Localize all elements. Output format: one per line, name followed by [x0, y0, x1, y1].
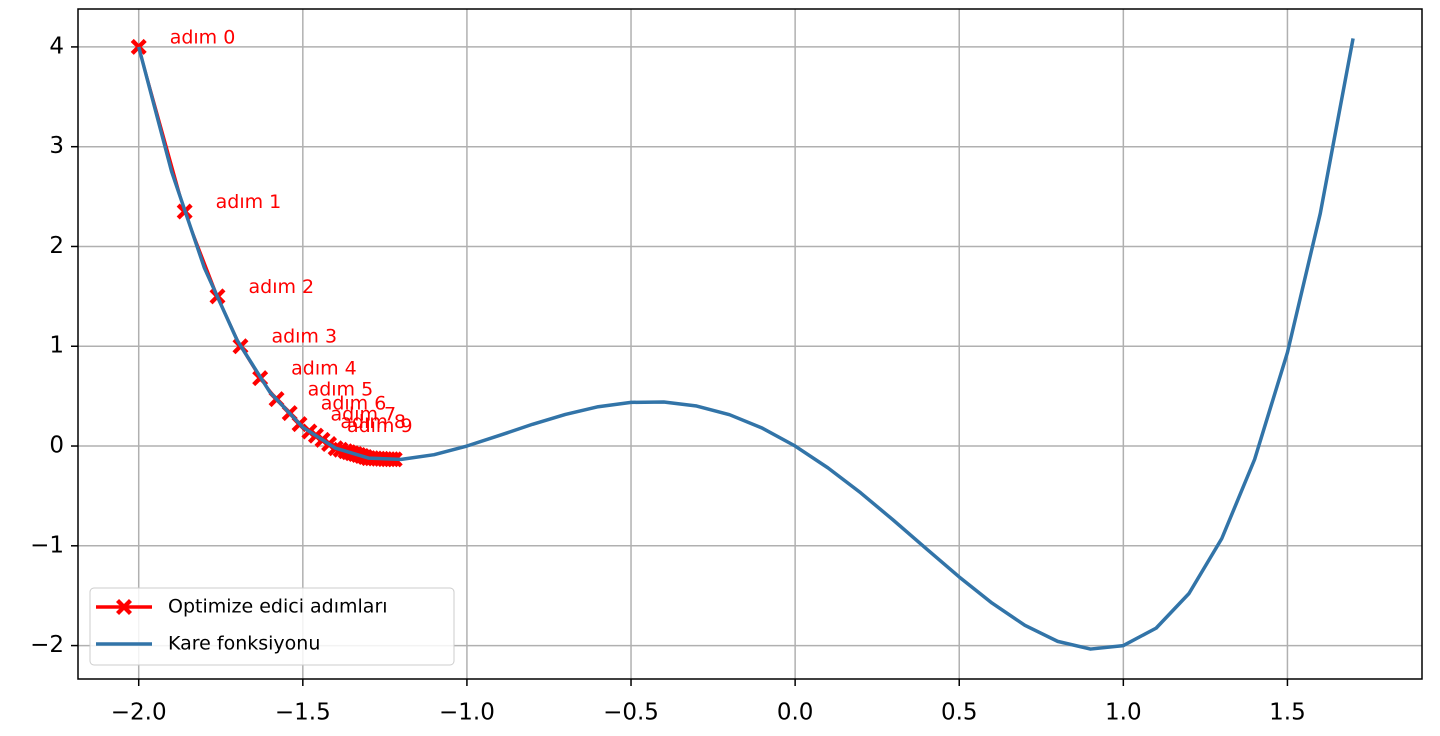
grid: [78, 9, 1422, 679]
annotation: adım 4: [291, 358, 357, 380]
y-tick-label: 3: [49, 133, 64, 159]
series-line: [137, 38, 1355, 651]
x-tick-label: −1.5: [275, 700, 331, 726]
plot: [130, 38, 1355, 651]
legend-label: Optimize edici adımları: [168, 596, 388, 618]
y-tick-label: 4: [49, 33, 64, 59]
annotation: adım 8: [340, 411, 406, 433]
annotation: adım 7: [331, 404, 397, 426]
annotation: adım 9: [347, 415, 413, 437]
x-tick-label: 0.0: [777, 700, 814, 726]
x-tick-label: −2.0: [111, 700, 167, 726]
legend-box: [89, 587, 455, 666]
plot-frame: [77, 8, 1423, 680]
annotation: adım 0: [170, 26, 236, 48]
x-tick-label: −1.0: [439, 700, 495, 726]
legend-label: Kare fonksiyonu: [168, 633, 320, 655]
labels: −2.0 −1.5 −1.0 −0.5 0.0 0.5 1.0 1.5 −2 −1 0 1 2 3 4 adı…: [30, 26, 1306, 725]
y-tick-label: 1: [49, 333, 64, 359]
x-tick-label: 0.5: [941, 700, 978, 726]
annotation: adım 5: [308, 379, 374, 401]
annotation: adım 1: [216, 191, 282, 213]
y-tick-label: 0: [49, 433, 64, 459]
y-tick-label: 2: [49, 233, 64, 259]
annotation: adım 6: [321, 393, 387, 415]
annotation: adım 3: [271, 326, 337, 348]
x-tick-label: 1.5: [1269, 700, 1306, 726]
y-tick-label: −1: [30, 532, 64, 558]
y-tick-label: −2: [30, 632, 64, 658]
legend: Optimize edici adımları Kare fonksiyonu: [89, 587, 455, 666]
legend-marker: [116, 599, 132, 615]
x-tick-label: 1.0: [1105, 700, 1142, 726]
annotation: adım 2: [248, 276, 314, 298]
x-tick-label: −0.5: [603, 700, 659, 726]
